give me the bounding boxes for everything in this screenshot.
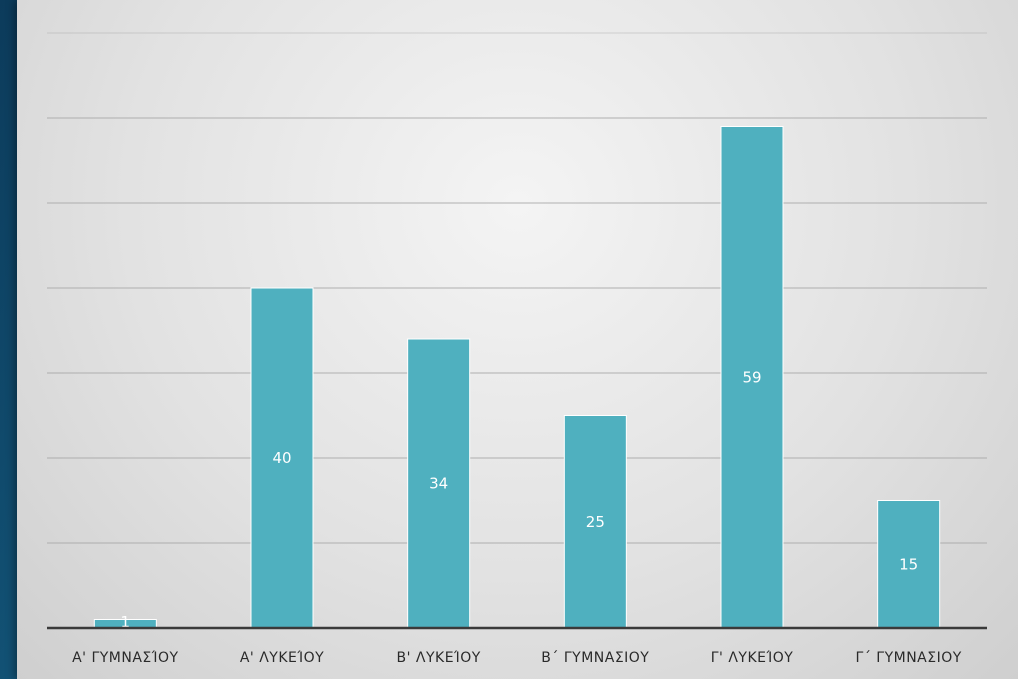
bar <box>563 415 627 629</box>
chart-panel: 1 40 34 25 59 15 Α' ΓΥΜΝΑΣΊΟΥ Α' ΛΥΚΕΊΟΥ Β' ΛΥΚ… <box>17 0 1018 679</box>
data-label: 15 <box>899 555 918 573</box>
x-tick-label: Γ' ΛΥΚΕΊΟΥ <box>711 650 794 666</box>
x-tick-label: Β' ΛΥΚΕΊΟΥ <box>396 650 480 666</box>
bar <box>407 338 471 629</box>
bar <box>250 287 314 629</box>
x-axis-tick-labels: Α' ΓΥΜΝΑΣΊΟΥ Α' ΛΥΚΕΊΟΥ Β' ΛΥΚΕΊΟΥ Β΄ ΓΥΜΝΑ… <box>72 650 962 666</box>
x-tick-label: Α' ΛΥΚΕΊΟΥ <box>240 650 324 666</box>
x-tick-label: Γ΄ ΓΥΜΝΑΣΙΟΥ <box>856 650 962 666</box>
data-label: 1 <box>121 613 131 631</box>
x-tick-label: Β΄ ΓΥΜΝΑΣΙΟΥ <box>541 650 649 666</box>
data-labels: 1 40 34 25 59 15 <box>121 368 919 631</box>
bar <box>720 126 784 629</box>
x-tick-label: Α' ΓΥΜΝΑΣΊΟΥ <box>72 650 179 666</box>
bar-chart: 1 40 34 25 59 15 Α' ΓΥΜΝΑΣΊΟΥ Α' ΛΥΚΕΊΟΥ Β' ΛΥΚ… <box>47 32 987 666</box>
data-label: 34 <box>429 475 448 493</box>
data-label: 59 <box>742 368 761 386</box>
data-label: 40 <box>272 449 291 467</box>
bars <box>93 126 941 629</box>
data-label: 25 <box>586 513 605 531</box>
gridlines <box>47 32 987 544</box>
